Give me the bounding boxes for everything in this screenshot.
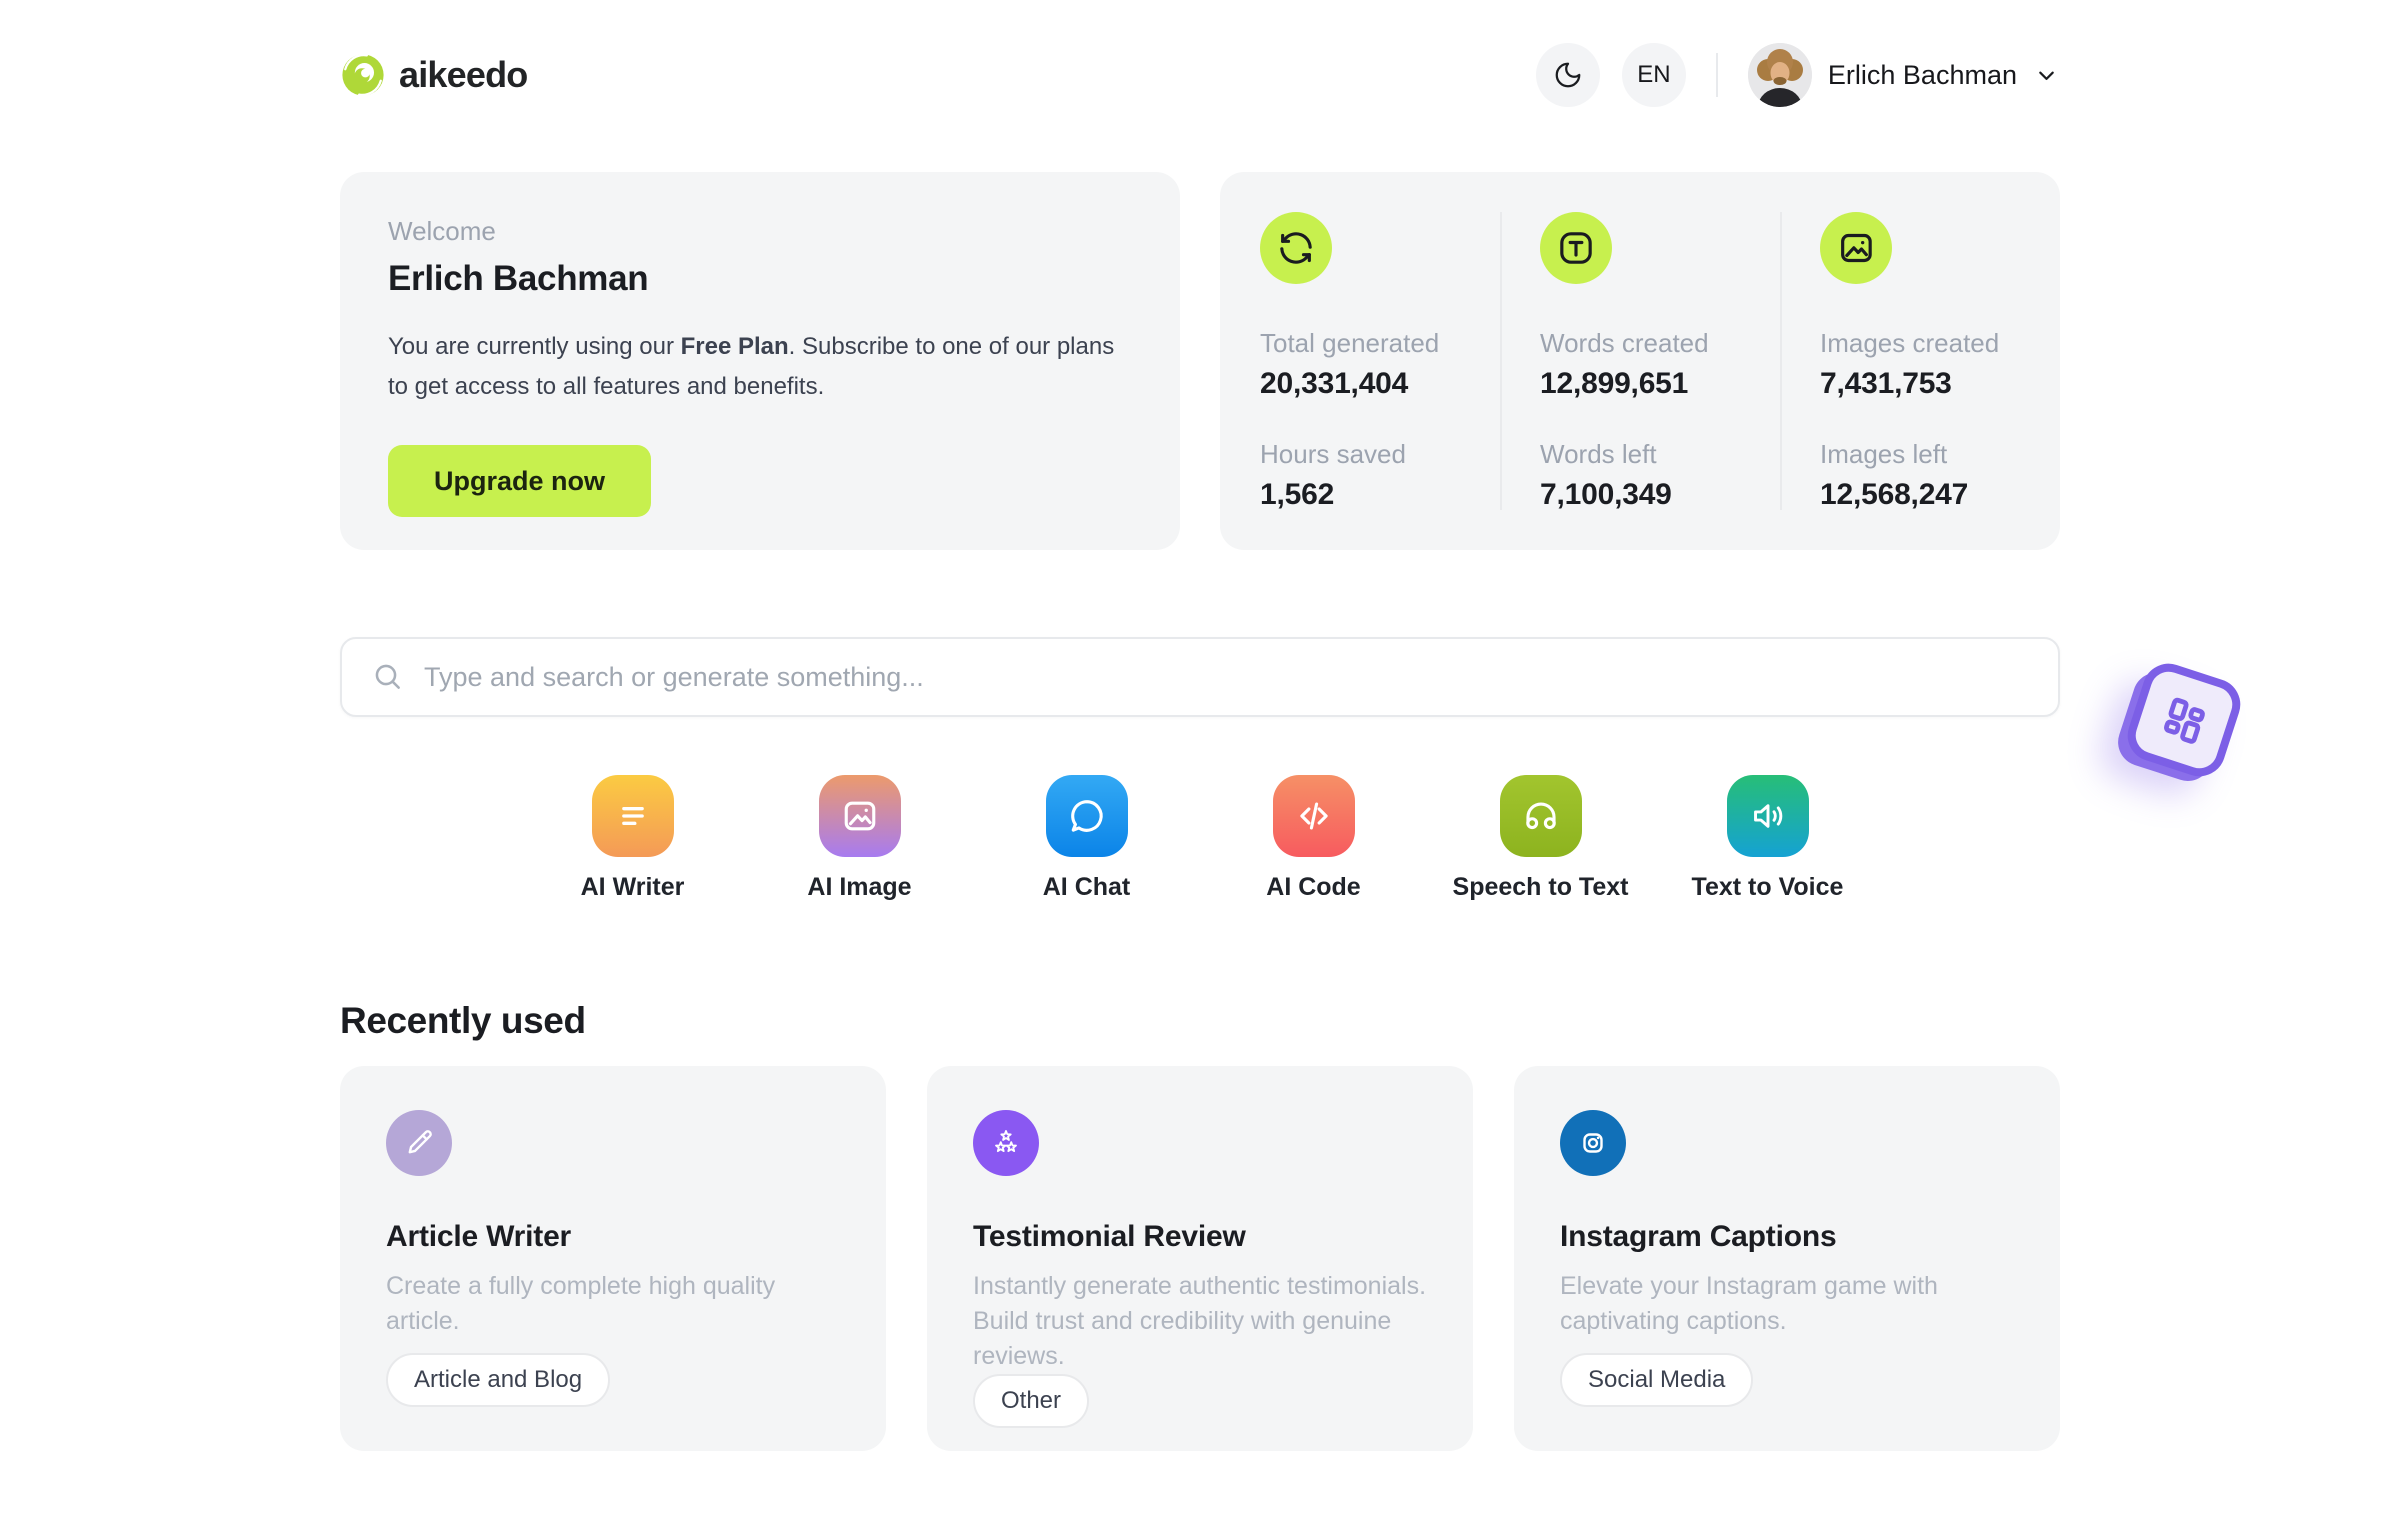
user-name: Erlich Bachman: [1827, 59, 2017, 90]
instagram-icon: [1560, 1110, 1626, 1176]
image-icon: [818, 775, 901, 857]
sync-icon: [1260, 212, 1332, 284]
aikeedo-logo-icon: [340, 52, 386, 98]
pencil-icon: [386, 1110, 452, 1176]
recently-used-heading: Recently used: [340, 1000, 586, 1041]
text-icon: [1540, 212, 1612, 284]
stat-images-created: Images created 7,431,753: [1820, 328, 2000, 400]
avatar: [1747, 43, 1812, 107]
tool-label: AI Code: [1266, 873, 1361, 901]
search-icon: [372, 661, 404, 693]
chevron-down-icon: [2033, 62, 2060, 89]
tool-label: AI Image: [807, 873, 912, 901]
headphones-icon: [1499, 775, 1582, 857]
hero-panels: Welcome Erlich Bachman You are currently…: [340, 172, 2060, 550]
brand-logo[interactable]: aikeedo: [340, 52, 528, 98]
tool-ai-chat[interactable]: AI Chat: [973, 775, 1200, 902]
card-tag: Other: [973, 1374, 1090, 1428]
topbar: aikeedo EN: [340, 42, 2060, 108]
stat-column-generated: Total generated 20,331,404 Hours saved 1…: [1220, 212, 1500, 511]
tool-label: AI Chat: [1042, 873, 1131, 901]
tool-ai-image[interactable]: AI Image: [746, 775, 973, 902]
topbar-actions: EN: [1535, 43, 2060, 107]
welcome-user-name: Erlich Bachman: [388, 259, 649, 298]
moon-icon: [1553, 60, 1583, 90]
tool-ai-writer[interactable]: AI Writer: [519, 775, 746, 902]
card-description: Create a fully complete high quality art…: [386, 1272, 776, 1335]
stat-column-words: Words created 12,899,651 Words left 7,10…: [1500, 212, 1780, 511]
code-icon: [1272, 775, 1355, 857]
card-tag: Article and Blog: [386, 1353, 611, 1407]
card-title: Testimonial Review: [973, 1220, 1246, 1253]
tool-text-to-voice[interactable]: Text to Voice: [1654, 775, 1881, 902]
upgrade-button[interactable]: Upgrade now: [388, 445, 652, 517]
floating-quick-menu-button[interactable]: [2120, 656, 2248, 784]
recent-card-testimonial-review[interactable]: Testimonial Review Instantly generate au…: [927, 1066, 1473, 1451]
stat-words-created: Words created 12,899,651: [1540, 328, 1709, 400]
card-description: Instantly generate authentic testimonial…: [973, 1272, 1427, 1370]
chat-icon: [1045, 775, 1128, 857]
recently-used-row: Article Writer Create a fully complete h…: [340, 1066, 2060, 1451]
welcome-card: Welcome Erlich Bachman You are currently…: [340, 172, 1180, 550]
search-input[interactable]: [422, 660, 2028, 694]
search-bar: [340, 637, 2060, 717]
writer-icon: [591, 775, 674, 857]
recent-card-instagram-captions[interactable]: Instagram Captions Elevate your Instagra…: [1514, 1066, 2060, 1451]
tool-label: AI Writer: [580, 873, 685, 901]
stats-card: Total generated 20,331,404 Hours saved 1…: [1220, 172, 2060, 550]
card-tag: Social Media: [1560, 1353, 1754, 1407]
language-label: EN: [1637, 61, 1671, 88]
stat-images-left: Images left 12,568,247: [1820, 439, 1969, 511]
tool-speech-to-text[interactable]: Speech to Text: [1427, 775, 1654, 902]
tools-row: AI Writer AI Image AI Chat: [340, 775, 2060, 902]
stars-icon: [973, 1110, 1039, 1176]
stat-total-generated: Total generated 20,331,404: [1260, 328, 1440, 400]
topbar-divider: [1715, 53, 1718, 97]
tool-label: Speech to Text: [1452, 873, 1629, 901]
dark-mode-toggle[interactable]: [1535, 43, 1600, 107]
stat-hours-saved: Hours saved 1,562: [1260, 439, 1406, 511]
language-button[interactable]: EN: [1621, 43, 1686, 107]
grid-icon: [2147, 683, 2220, 756]
tool-ai-code[interactable]: AI Code: [1200, 775, 1427, 902]
speaker-icon: [1726, 775, 1809, 857]
stat-words-left: Words left 7,100,349: [1540, 439, 1672, 511]
recent-card-article-writer[interactable]: Article Writer Create a fully complete h…: [340, 1066, 886, 1451]
card-title: Article Writer: [386, 1220, 572, 1253]
plan-name: Free Plan: [680, 333, 789, 360]
image-icon: [1820, 212, 1892, 284]
tool-label: Text to Voice: [1691, 873, 1844, 901]
card-description: Elevate your Instagram game with captiva…: [1560, 1272, 1938, 1335]
user-menu[interactable]: Erlich Bachman: [1747, 43, 2060, 107]
plan-message: You are currently using our Free Plan. S…: [388, 333, 1115, 400]
welcome-label: Welcome: [388, 216, 496, 246]
card-title: Instagram Captions: [1560, 1220, 1837, 1253]
stat-column-images: Images created 7,431,753 Images left 12,…: [1780, 212, 2060, 511]
brand-name: aikeedo: [399, 54, 528, 95]
